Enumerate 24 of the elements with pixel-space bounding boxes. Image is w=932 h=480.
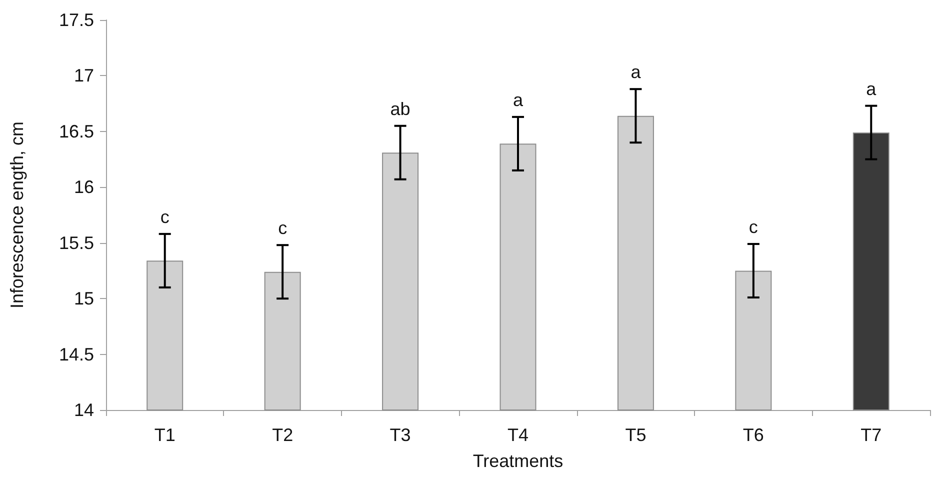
y-tick-label: 16 [74,177,94,198]
y-tick-label: 16.5 [58,121,94,142]
y-tick-label: 15 [74,288,94,309]
y-tick-label: 14 [74,400,94,420]
y-axis-title: Inforescence ength, cm [7,121,27,309]
annotation: a [866,78,878,99]
x-tick-label: T3 [390,425,411,445]
x-axis-title: Treatments [472,451,564,471]
annotation: a [512,90,524,110]
x-tick-label: T4 [507,425,529,445]
annotation: c [160,206,170,227]
y-tick-label: 15.5 [58,232,94,253]
x-tick-label: T5 [625,425,646,445]
x-tick-label: T6 [742,425,764,445]
x-tick-label: T1 [154,425,176,445]
annotation: c [278,218,288,238]
x-tick-label: T2 [272,425,294,445]
annotation: ab [390,98,410,119]
y-tick-label: 17.5 [58,10,94,30]
x-tick-label: T7 [860,425,882,445]
annotation: a [630,62,642,82]
y-tick-label: 14.5 [58,344,94,364]
y-tick-label: 17 [74,66,94,86]
annotation: c [748,216,758,237]
